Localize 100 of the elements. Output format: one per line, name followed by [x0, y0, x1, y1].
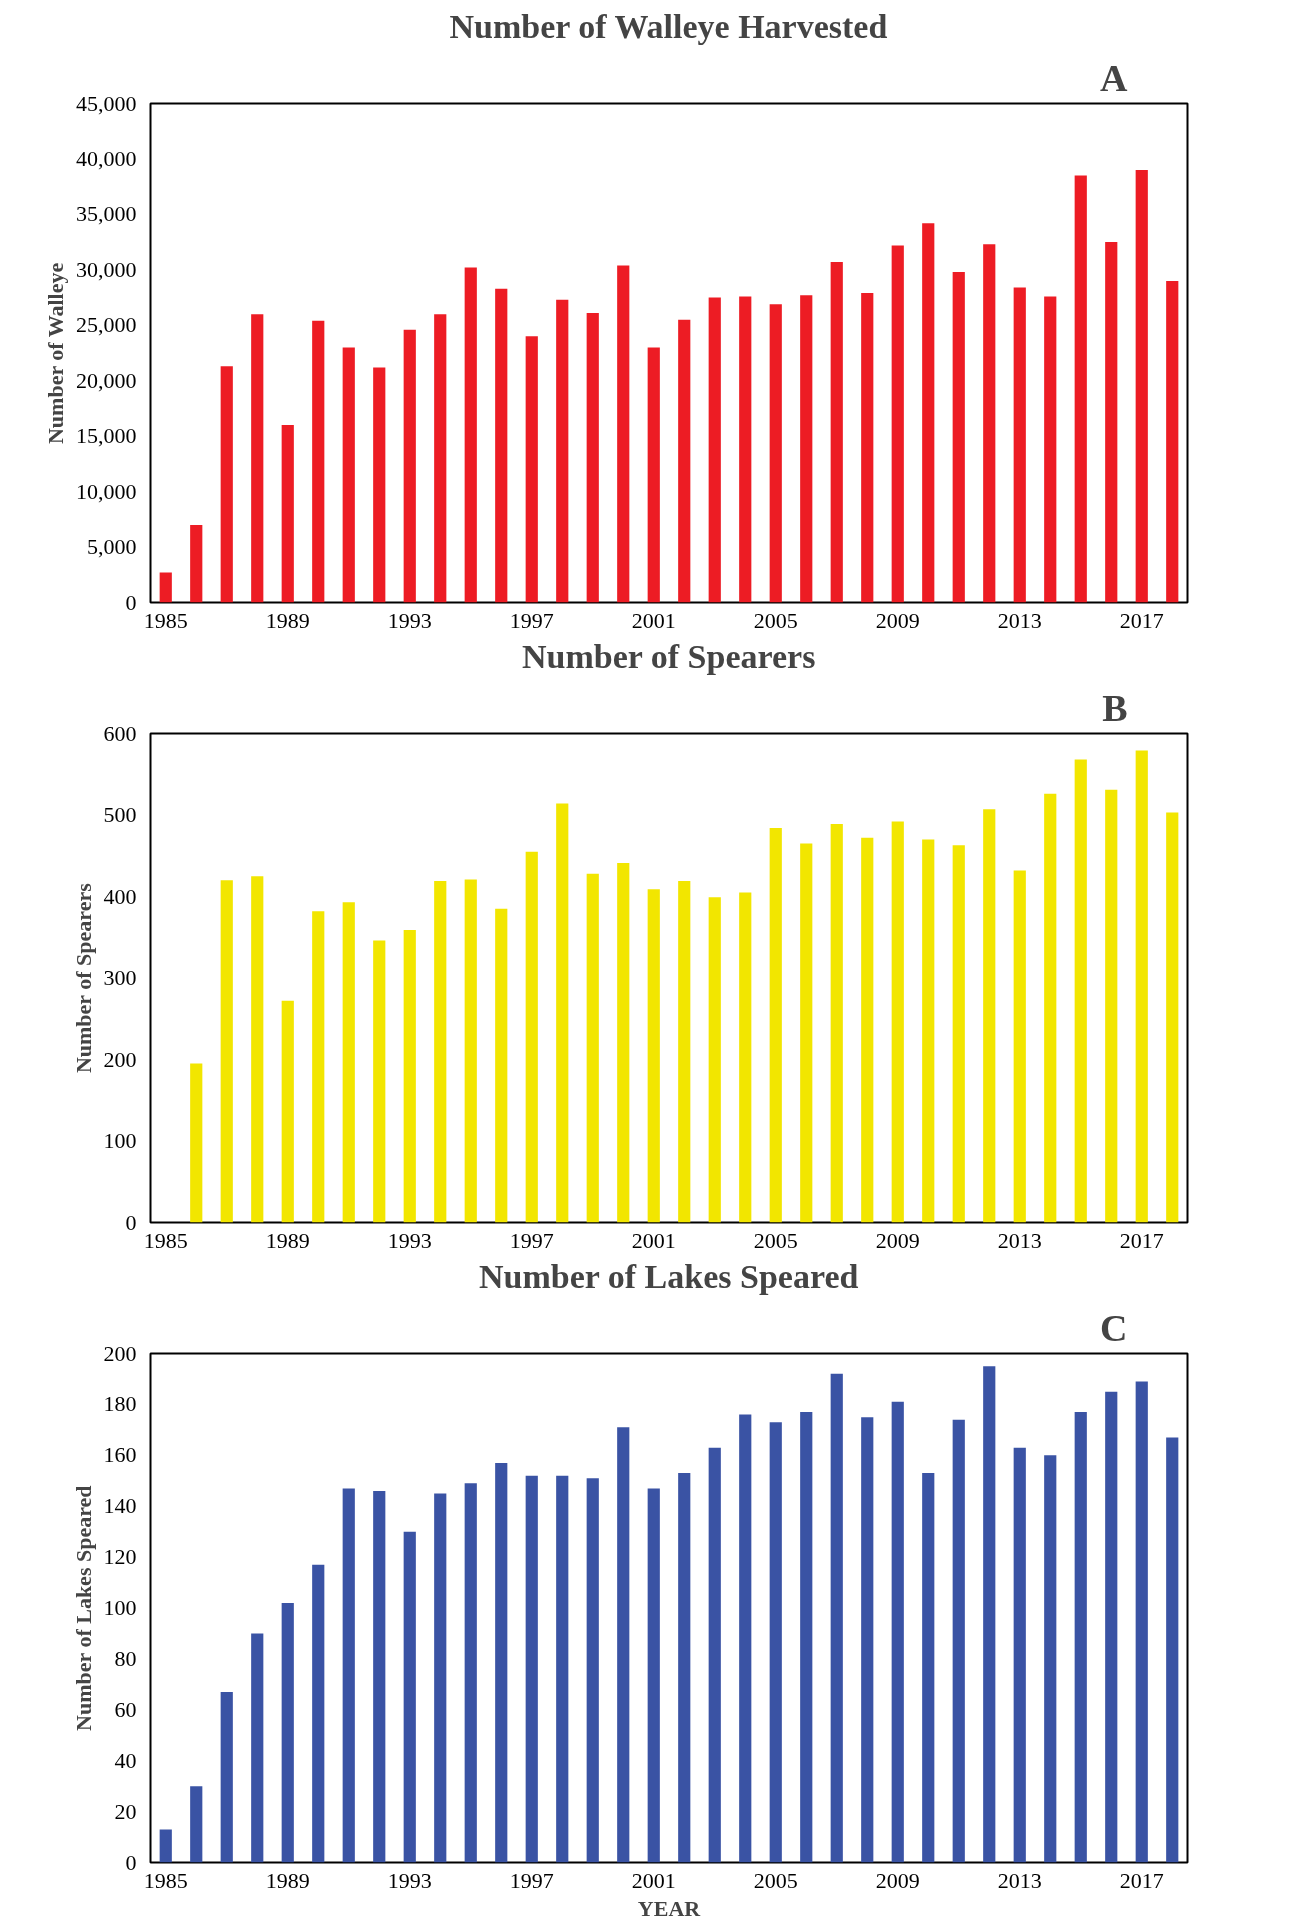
- y-tick-label: 300: [103, 965, 137, 990]
- bar: [1013, 287, 1026, 603]
- y-tick-label: 15,000: [76, 423, 137, 449]
- bar: [1074, 759, 1087, 1223]
- bar: [342, 347, 355, 603]
- bar: [647, 1488, 660, 1863]
- x-tick-label: 1997: [509, 1867, 554, 1893]
- x-tick-label: 2017: [1119, 1227, 1164, 1253]
- bar: [922, 1473, 935, 1863]
- bar: [190, 524, 203, 603]
- bar: [1135, 170, 1148, 603]
- bar: [1044, 793, 1057, 1223]
- bar: [891, 821, 904, 1223]
- bar: [800, 843, 813, 1223]
- bar: [861, 837, 874, 1223]
- x-tick-label: 2013: [997, 1867, 1042, 1893]
- y-tick-label: 80: [114, 1645, 137, 1671]
- bar: [739, 296, 752, 603]
- y-tick-label: 500: [103, 802, 137, 827]
- bar: [251, 314, 264, 603]
- bar: [586, 1478, 599, 1863]
- y-tick-label: 100: [103, 1128, 137, 1153]
- bar: [1166, 1437, 1179, 1863]
- y-tick-label: 20: [114, 1798, 137, 1824]
- bar: [983, 1366, 996, 1863]
- bar: [708, 1447, 721, 1863]
- x-axis-title: YEAR: [637, 1895, 702, 1921]
- x-tick-label: 1985: [143, 607, 188, 633]
- y-tick-label: 400: [103, 883, 137, 909]
- bar: [922, 223, 935, 603]
- bar: [861, 293, 874, 603]
- bar: [769, 828, 782, 1223]
- bar: [464, 879, 477, 1223]
- x-tick-label: 2013: [997, 607, 1042, 633]
- bar: [891, 245, 904, 603]
- bar: [586, 873, 599, 1223]
- y-tick-label: 100: [103, 1595, 137, 1620]
- bar: [220, 1691, 233, 1863]
- x-tick-label: 1993: [387, 1227, 432, 1253]
- y-tick-label: 5,000: [87, 534, 137, 560]
- bar: [678, 1473, 691, 1863]
- bar: [495, 1462, 508, 1863]
- bar: [464, 1483, 477, 1863]
- bar: [1166, 280, 1179, 603]
- x-tick-label: 1989: [265, 1227, 310, 1253]
- bar: [281, 425, 294, 603]
- bar: [281, 1602, 294, 1863]
- chart-title: Number of Spearers: [522, 637, 816, 675]
- y-tick-label: 600: [103, 720, 137, 746]
- y-tick-label: 40,000: [76, 145, 137, 171]
- bar: [495, 908, 508, 1223]
- y-axis-title: Number of Lakes Speared: [70, 1485, 96, 1731]
- bar: [403, 329, 416, 603]
- y-tick-label: 25,000: [76, 312, 137, 338]
- y-tick-label: 30,000: [76, 256, 137, 282]
- bar: [373, 1490, 386, 1863]
- y-tick-label: 160: [103, 1442, 137, 1468]
- bar: [678, 881, 691, 1223]
- bar: [1166, 812, 1179, 1223]
- bar: [983, 809, 996, 1223]
- bar: [220, 880, 233, 1223]
- bar: [159, 572, 172, 603]
- x-tick-label: 2013: [997, 1227, 1042, 1253]
- bar: [800, 1412, 813, 1863]
- y-tick-label: 60: [114, 1696, 137, 1722]
- x-tick-label: 2001: [631, 1227, 676, 1253]
- bar: [342, 902, 355, 1223]
- y-tick-label: 200: [103, 1340, 137, 1366]
- y-tick-label: 180: [103, 1391, 137, 1417]
- x-tick-label: 1985: [143, 1227, 188, 1253]
- bar: [1044, 296, 1057, 603]
- x-tick-label: 2009: [875, 607, 920, 633]
- bar: [525, 1475, 538, 1863]
- x-tick-label: 2005: [753, 1867, 798, 1893]
- x-tick-label: 1985: [143, 1867, 188, 1893]
- bar: [952, 1419, 965, 1863]
- bar: [769, 1422, 782, 1863]
- bar: [403, 1531, 416, 1863]
- bar: [1013, 1447, 1026, 1863]
- chart-title: Number of Lakes Speared: [479, 1257, 859, 1295]
- bar: [281, 1000, 294, 1223]
- bar: [312, 1564, 325, 1863]
- bar: [800, 295, 813, 603]
- bar: [830, 823, 843, 1223]
- bar: [617, 265, 630, 603]
- x-tick-label: 2017: [1119, 607, 1164, 633]
- x-tick-label: 2005: [753, 1227, 798, 1253]
- bar: [647, 889, 660, 1223]
- bar: [464, 267, 477, 603]
- y-tick-label: 45,000: [76, 90, 137, 116]
- bar: [1105, 789, 1118, 1223]
- x-tick-label: 2001: [631, 1867, 676, 1893]
- x-tick-label: 1993: [387, 607, 432, 633]
- bar: [1013, 870, 1026, 1223]
- bar: [708, 297, 721, 603]
- bar: [983, 244, 996, 603]
- bar: [952, 272, 965, 603]
- y-tick-label: 40: [114, 1747, 137, 1773]
- bar: [617, 1427, 630, 1863]
- y-tick-label: 20,000: [76, 367, 137, 393]
